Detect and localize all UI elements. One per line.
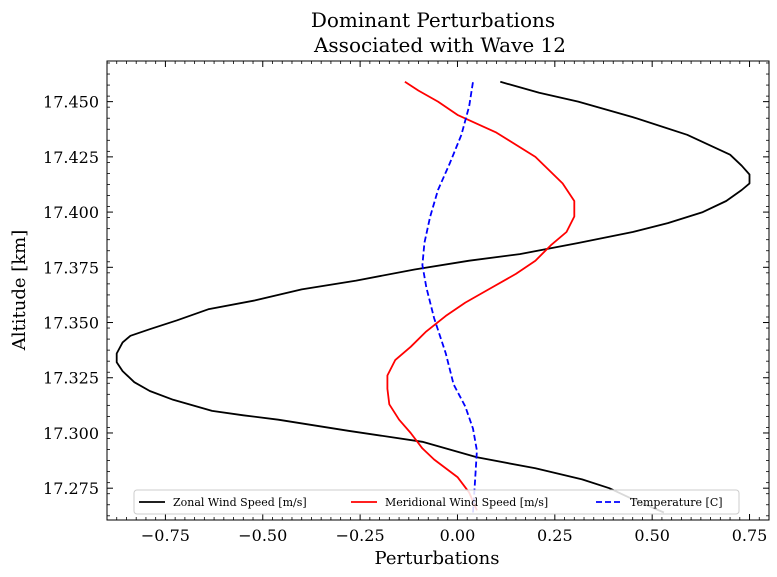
axes: −0.75 −0.50 −0.25 0.00 0.25 0.50 0.75 17.275 17.… bbox=[43, 60, 770, 545]
x-tick-label: −0.50 bbox=[238, 526, 287, 545]
x-tick-label: −0.75 bbox=[141, 526, 190, 545]
x-tick-label: 0.00 bbox=[440, 526, 476, 545]
y-tick-label: 17.375 bbox=[43, 258, 99, 277]
x-tick-label: 0.50 bbox=[634, 526, 670, 545]
series-line-2 bbox=[421, 81, 478, 513]
x-tick-label: 0.25 bbox=[537, 526, 573, 545]
x-axis-label: Perturbations bbox=[375, 548, 500, 569]
y-tick-label: 17.325 bbox=[43, 369, 99, 388]
legend-label-1: Meridional Wind Speed [m/s] bbox=[385, 496, 548, 509]
chart-title-line-1: Dominant Perturbations bbox=[311, 8, 555, 32]
y-tick-label: 17.400 bbox=[43, 203, 99, 222]
chart-title: Dominant Perturbations Associated with W… bbox=[311, 8, 566, 57]
legend-frame bbox=[133, 489, 740, 515]
legend: Zonal Wind Speed [m/s] Meridional Wind Sp… bbox=[133, 489, 740, 515]
chart-title-line-2: Associated with Wave 12 bbox=[313, 33, 566, 57]
x-tick-label: −0.25 bbox=[336, 526, 385, 545]
y-axis-label: Altitude [km] bbox=[9, 230, 30, 352]
legend-label-2: Temperature [C] bbox=[630, 496, 723, 509]
legend-label-0: Zonal Wind Speed [m/s] bbox=[173, 496, 307, 509]
y-tick-label: 17.450 bbox=[43, 93, 99, 112]
y-tick-label: 17.300 bbox=[43, 424, 99, 443]
series-line-0 bbox=[115, 80, 751, 514]
y-tick-label: 17.275 bbox=[43, 479, 99, 498]
series-line-1 bbox=[386, 81, 576, 511]
y-tick-label: 17.425 bbox=[43, 148, 99, 167]
y-tick-label: 17.350 bbox=[43, 314, 99, 333]
x-tick-label: 0.75 bbox=[732, 526, 768, 545]
plot-area bbox=[115, 80, 751, 514]
